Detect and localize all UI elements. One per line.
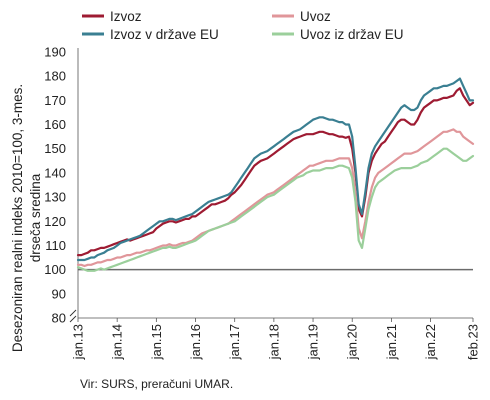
- series-line-1: [76, 128, 475, 268]
- x-tick-label: feb.23: [466, 324, 481, 360]
- legend: Izvoz Uvoz Izvoz v države EU Uvoz iz držav …: [82, 9, 404, 42]
- legend-label: Izvoz: [110, 9, 142, 24]
- x-tick-label: jan.14: [110, 324, 125, 360]
- x-tick-label: jan.16: [188, 324, 203, 360]
- y-tick-label: 90: [52, 286, 66, 301]
- axis-lines: [69, 48, 473, 323]
- y-tick-label: 160: [44, 117, 66, 132]
- y-axis-label-line1: Desezoniran realni indeks 2010=100, 3-me…: [10, 84, 25, 352]
- axis-break-mark: [69, 309, 77, 323]
- series-line-3: [76, 147, 475, 272]
- y-tick-label: 110: [45, 238, 66, 253]
- series-line-0: [76, 87, 475, 257]
- x-axis: jan.13 jan.14 jan.15 jan.16 jan.17 jan.18 jan.…: [71, 318, 481, 360]
- x-tick-label: jan.18: [266, 324, 281, 360]
- y-tick-label: 80: [52, 311, 66, 326]
- x-tick-label: jan.13: [71, 324, 86, 360]
- legend-label: Izvoz v države EU: [110, 27, 219, 42]
- y-tick-label: 180: [44, 69, 66, 84]
- series-line-2: [76, 77, 475, 262]
- x-tick-label: jan.21: [384, 324, 399, 360]
- x-tick-label: jan.17: [227, 324, 242, 360]
- y-tick-label: 190: [44, 45, 66, 60]
- y-tick-label: 150: [44, 141, 66, 156]
- y-tick-label: 120: [44, 214, 66, 229]
- y-axis-label-line2: drseča sredina: [28, 173, 43, 262]
- y-tick-label: 100: [44, 262, 66, 277]
- x-tick-label: jan.22: [423, 324, 438, 360]
- y-tick-label: 170: [44, 93, 66, 108]
- series-lines: [76, 77, 475, 272]
- x-tick-label: jan.19: [306, 324, 321, 360]
- y-axis: 80 90 100 110 120 130 140 150 160 170 180 190: [44, 45, 66, 326]
- legend-label: Uvoz iz držav EU: [300, 27, 404, 42]
- y-tick-label: 140: [44, 165, 66, 180]
- source-note: Vir: SURS, preračuni UMAR.: [80, 377, 233, 391]
- x-tick-label: jan.20: [345, 324, 360, 360]
- legend-label: Uvoz: [300, 9, 331, 24]
- y-tick-label: 130: [44, 190, 66, 205]
- x-tick-label: jan.15: [149, 324, 164, 360]
